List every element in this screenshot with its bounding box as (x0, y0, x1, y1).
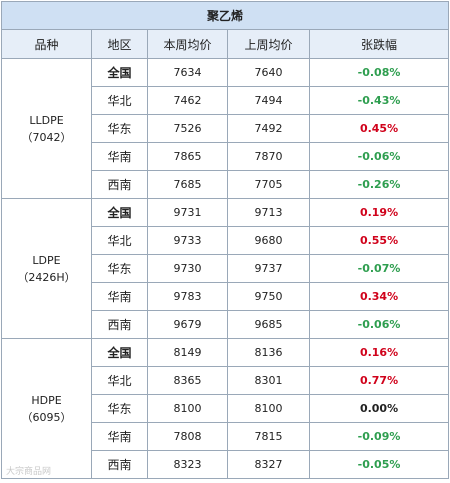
region-cell: 华东 (91, 254, 148, 283)
product-cell: HDPE （6095） (1, 338, 92, 479)
last-week-price: 7494 (227, 86, 310, 115)
table-row: 华北 9733 9680 0.55% (2, 226, 450, 255)
region-cell: 华南 (91, 422, 148, 451)
header-this-week: 本周均价 (147, 29, 228, 59)
change-percent: 0.00% (308, 394, 450, 423)
table-row: 华南 7808 7815 -0.09% (2, 422, 450, 451)
change-percent: -0.26% (308, 170, 450, 199)
change-percent: -0.06% (308, 310, 450, 339)
table-row: LLDPE （7042） 全国 7634 7640 -0.08% (1, 58, 450, 199)
table-row: 西南 9679 9685 -0.06% (2, 310, 450, 339)
table-body: LLDPE （7042） 全国 7634 7640 -0.08% 华北 7462 7494 -0.… (1, 58, 450, 479)
this-week-price: 7808 (147, 422, 228, 451)
table-row: 华东 7526 7492 0.45% (2, 114, 450, 143)
product-cell: LLDPE （7042） (1, 58, 92, 199)
region-cell: 华北 (91, 226, 148, 255)
product-grade: （6095） (21, 410, 72, 424)
header-product: 品种 (1, 29, 92, 59)
product-grade: （2426H） (17, 270, 76, 284)
region-cell: 全国 (91, 198, 148, 227)
this-week-price: 9679 (147, 310, 228, 339)
region-cell: 西南 (91, 450, 148, 479)
last-week-price: 7815 (227, 422, 310, 451)
this-week-price: 9783 (147, 282, 228, 311)
change-percent: 0.19% (308, 198, 450, 227)
this-week-price: 8365 (147, 366, 228, 395)
change-percent: 0.77% (308, 366, 450, 395)
last-week-price: 9750 (227, 282, 310, 311)
table-row: 华南 7865 7870 -0.06% (2, 142, 450, 171)
region-cell: 华北 (91, 86, 148, 115)
region-cell: 华南 (91, 282, 148, 311)
change-percent: 0.45% (308, 114, 450, 143)
region-cell: 华东 (91, 394, 148, 423)
this-week-price: 9733 (147, 226, 228, 255)
last-week-price: 8136 (227, 338, 310, 367)
table-row: 华南 9783 9750 0.34% (2, 282, 450, 311)
this-week-price: 7685 (147, 170, 228, 199)
table-row: HDPE （6095） 全国 8149 8136 0.16% (1, 338, 450, 479)
header-row: 品种 地区 本周均价 上周均价 张跌幅 (1, 29, 450, 59)
change-percent: 0.34% (308, 282, 450, 311)
last-week-price: 8301 (227, 366, 310, 395)
header-last-week: 上周均价 (227, 29, 310, 59)
last-week-price: 9680 (227, 226, 310, 255)
region-cell: 华南 (91, 142, 148, 171)
this-week-price: 9730 (147, 254, 228, 283)
table-row: 西南 8323 8327 -0.05% (2, 450, 450, 479)
this-week-price: 7462 (147, 86, 228, 115)
this-week-price: 7634 (147, 58, 228, 87)
header-region: 地区 (91, 29, 148, 59)
region-cell: 全国 (91, 58, 148, 87)
change-percent: -0.07% (308, 254, 450, 283)
last-week-price: 9713 (227, 198, 310, 227)
table-title: 聚乙烯 (0, 1, 450, 30)
change-percent: 0.16% (308, 338, 450, 367)
region-cell: 西南 (91, 170, 148, 199)
product-name: HDPE (31, 393, 62, 407)
this-week-price: 8323 (147, 450, 228, 479)
last-week-price: 8327 (227, 450, 310, 479)
this-week-price: 7865 (147, 142, 228, 171)
last-week-price: 9685 (227, 310, 310, 339)
last-week-price: 7870 (227, 142, 310, 171)
region-cell: 华东 (91, 114, 148, 143)
change-percent: -0.06% (308, 142, 450, 171)
change-percent: -0.08% (308, 58, 450, 87)
change-percent: -0.05% (308, 450, 450, 479)
region-cell: 全国 (91, 338, 148, 367)
this-week-price: 9731 (147, 198, 228, 227)
region-cell: 华北 (91, 366, 148, 395)
last-week-price: 7640 (227, 58, 310, 87)
table-row: 华北 7462 7494 -0.43% (2, 86, 450, 115)
last-week-price: 7492 (227, 114, 310, 143)
change-percent: -0.09% (308, 422, 450, 451)
change-percent: -0.43% (308, 86, 450, 115)
table-row: 西南 7685 7705 -0.26% (2, 170, 450, 199)
table-row: LDPE （2426H） 全国 9731 9713 0.19% (1, 198, 450, 339)
product-cell: LDPE （2426H） (1, 198, 92, 339)
product-name: LLDPE (29, 113, 64, 127)
table-row: 华东 9730 9737 -0.07% (2, 254, 450, 283)
title-row: 聚乙烯 (0, 1, 450, 30)
last-week-price: 9737 (227, 254, 310, 283)
product-name: LDPE (32, 253, 61, 267)
watermark: 大宗商品网 (6, 467, 52, 477)
product-grade: （7042） (21, 130, 72, 144)
region-cell: 西南 (91, 310, 148, 339)
last-week-price: 8100 (227, 394, 310, 423)
this-week-price: 8149 (147, 338, 228, 367)
this-week-price: 8100 (147, 394, 228, 423)
this-week-price: 7526 (147, 114, 228, 143)
last-week-price: 7705 (227, 170, 310, 199)
header-change: 张跌幅 (308, 29, 450, 59)
change-percent: 0.55% (308, 226, 450, 255)
